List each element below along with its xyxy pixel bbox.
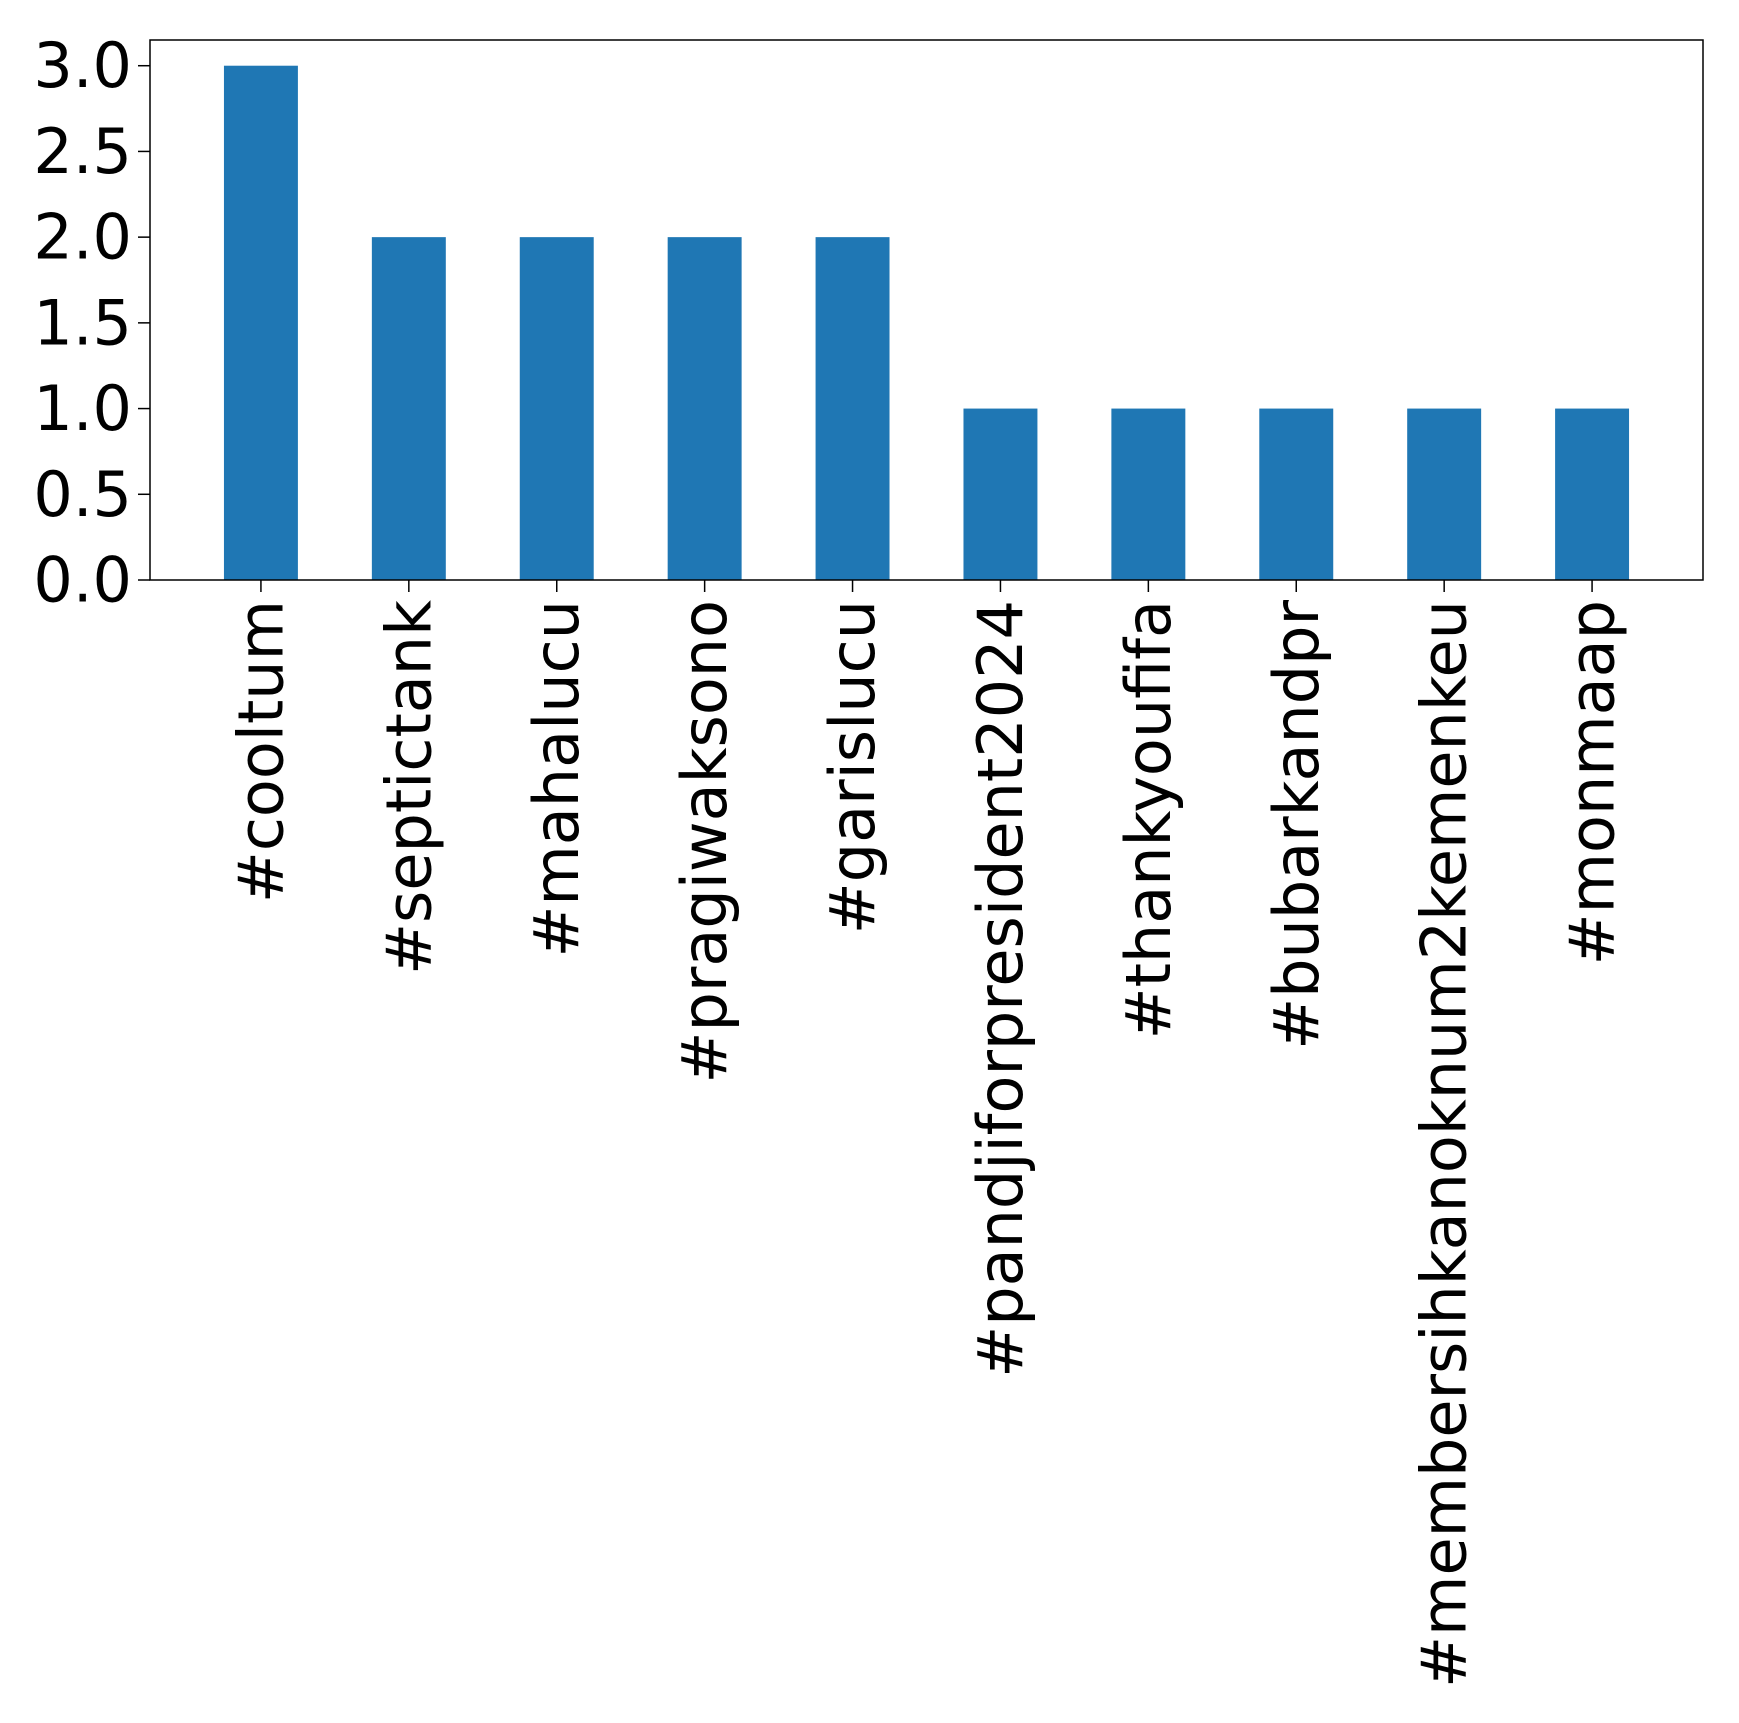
y-tick-label: 0.5 — [33, 458, 132, 531]
y-tick-label: 2.5 — [33, 115, 132, 188]
bar — [1555, 408, 1630, 580]
y-tick-label: 1.0 — [33, 372, 132, 445]
y-tick-label: 1.5 — [33, 286, 132, 359]
bar — [963, 408, 1038, 580]
x-tick-label: #garislucu — [816, 600, 889, 934]
x-tick-label: #septictank — [372, 600, 445, 975]
bar — [1407, 408, 1482, 580]
y-tick-label: 3.0 — [33, 29, 132, 102]
y-tick-label: 0.0 — [33, 544, 132, 617]
x-tick-label: #pandjiforpresident2024 — [964, 600, 1037, 1378]
x-tick-label: #pragiwaksono — [668, 600, 741, 1083]
x-axis: #cooltum #septictank #mahalucu #pragiwakson… — [224, 580, 1629, 1688]
x-tick-label: #monmaap — [1556, 600, 1629, 965]
x-tick-label: #thankyoufifa — [1112, 600, 1185, 1039]
bar — [1259, 408, 1334, 580]
y-tick-label: 2.0 — [33, 201, 132, 274]
bar — [519, 237, 594, 580]
bar — [223, 65, 298, 580]
plot-frame — [149, 39, 1704, 581]
bar — [667, 237, 742, 580]
bar — [1111, 408, 1186, 580]
bar — [371, 237, 446, 580]
bar — [815, 237, 890, 580]
x-tick-label: #membersihkanoknum2kemenkeu — [1408, 600, 1481, 1688]
x-tick-label: #mahalucu — [520, 600, 593, 958]
x-tick-label: #cooltum — [224, 600, 297, 903]
x-tick-label: #bubarkandpr — [1260, 599, 1333, 1049]
y-axis: 0.0 0.5 1.0 1.5 2.0 2.5 3.0 — [33, 29, 150, 617]
bars — [223, 65, 1630, 580]
